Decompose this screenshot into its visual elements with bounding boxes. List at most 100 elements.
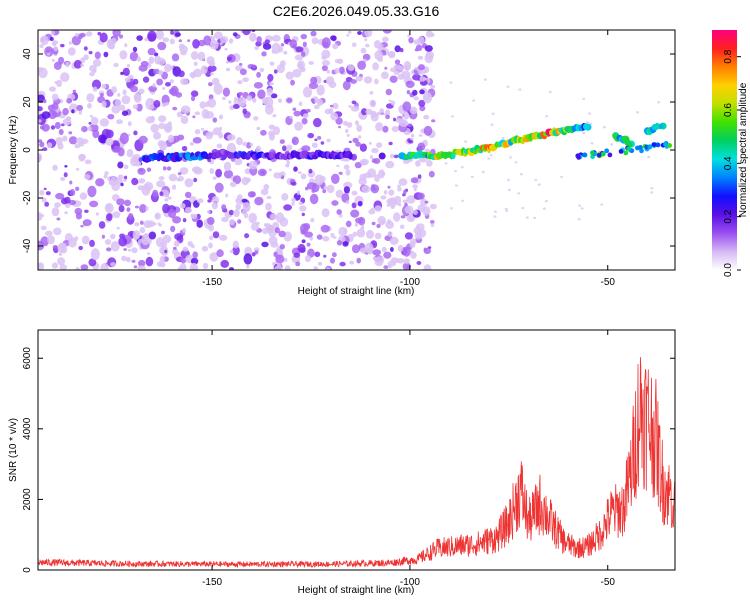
noise-blob	[247, 191, 255, 198]
noise-blob	[157, 261, 163, 267]
noise-blob	[400, 215, 406, 219]
noise-blob	[577, 218, 581, 221]
noise-blob	[470, 175, 474, 179]
noise-blob	[406, 90, 411, 95]
noise-blob	[279, 139, 285, 145]
noise-blob	[269, 61, 275, 66]
noise-blob	[382, 30, 392, 34]
noise-blob	[322, 188, 327, 194]
noise-blob	[64, 211, 68, 215]
noise-blob	[375, 256, 385, 264]
noise-blob	[282, 145, 287, 152]
noise-blob	[308, 82, 318, 90]
noise-blob	[78, 245, 83, 251]
noise-blob	[86, 93, 95, 103]
noise-blob	[222, 87, 230, 97]
noise-blob	[106, 39, 115, 50]
noise-blob	[354, 222, 359, 227]
noise-blob	[110, 241, 120, 252]
noise-blob	[412, 209, 418, 215]
noise-blob	[270, 93, 278, 99]
noise-blob	[336, 240, 343, 246]
noise-blob	[122, 67, 130, 76]
noise-blob	[320, 224, 330, 233]
y-tick-label: 6000	[22, 347, 33, 370]
noise-blob	[152, 68, 160, 75]
noise-blob	[168, 196, 172, 200]
noise-blob	[194, 111, 201, 116]
noise-blob	[256, 71, 261, 78]
noise-blob	[170, 30, 174, 35]
noise-blob	[62, 118, 72, 126]
noise-blob	[207, 216, 215, 225]
noise-blob	[178, 43, 185, 50]
noise-blob	[388, 141, 393, 146]
noise-blob	[101, 234, 105, 239]
noise-blob	[113, 145, 122, 153]
noise-blob	[184, 178, 194, 188]
noise-blob	[114, 99, 122, 108]
ridge-blob	[663, 141, 668, 147]
noise-blob	[273, 126, 280, 135]
noise-blob	[354, 120, 360, 126]
noise-blob	[298, 201, 303, 206]
noise-blob	[64, 196, 71, 204]
noise-blob	[58, 56, 65, 64]
noise-blob	[242, 141, 248, 147]
noise-blob	[225, 193, 229, 198]
noise-blob	[153, 132, 162, 140]
noise-blob	[57, 242, 66, 253]
noise-blob	[413, 96, 419, 101]
ridge-blob	[638, 145, 643, 150]
noise-blob	[350, 79, 357, 84]
noise-blob	[39, 141, 45, 148]
noise-blob	[505, 209, 509, 212]
noise-blob	[210, 72, 214, 76]
noise-blob	[131, 177, 139, 186]
noise-blob	[80, 225, 84, 228]
noise-blob	[232, 245, 240, 256]
noise-blob	[397, 244, 404, 252]
noise-blob	[56, 79, 63, 88]
noise-blob	[410, 133, 415, 138]
noise-blob	[173, 240, 180, 247]
noise-blob	[369, 155, 374, 159]
noise-blob	[301, 117, 308, 125]
x-tick-label: -50	[601, 277, 616, 288]
noise-blob	[84, 209, 89, 213]
noise-blob	[305, 108, 311, 113]
noise-blob	[244, 233, 250, 239]
noise-blob	[234, 158, 243, 166]
ridge-blob	[658, 123, 664, 129]
noise-blob	[406, 195, 416, 204]
noise-blob	[268, 124, 275, 130]
noise-blob	[73, 59, 82, 69]
noise-blob	[98, 221, 106, 229]
spectrogram-x-label: Height of straight line (km)	[298, 286, 415, 297]
noise-blob	[330, 112, 339, 121]
noise-blob	[172, 246, 177, 250]
noise-blob	[268, 168, 272, 172]
noise-blob	[399, 224, 405, 230]
noise-blob	[41, 111, 51, 119]
noise-blob	[222, 96, 226, 100]
spectrogram-noise-blobs	[38, 30, 661, 270]
noise-blob	[205, 132, 213, 140]
noise-blob	[98, 134, 107, 144]
noise-blob	[600, 203, 604, 206]
noise-blob	[335, 189, 344, 198]
noise-blob	[293, 166, 298, 172]
ridge-blob	[667, 143, 672, 148]
noise-blob	[314, 138, 318, 142]
noise-blob	[67, 47, 76, 56]
noise-blob	[339, 261, 346, 267]
noise-blob	[331, 200, 339, 206]
noise-blob	[542, 207, 546, 210]
noise-blob	[229, 38, 234, 44]
noise-blob	[124, 199, 131, 207]
noise-blob	[169, 79, 174, 84]
x-tick-label: -100	[400, 577, 420, 588]
noise-blob	[321, 65, 328, 72]
noise-blob	[289, 39, 298, 49]
noise-blob	[343, 186, 350, 194]
